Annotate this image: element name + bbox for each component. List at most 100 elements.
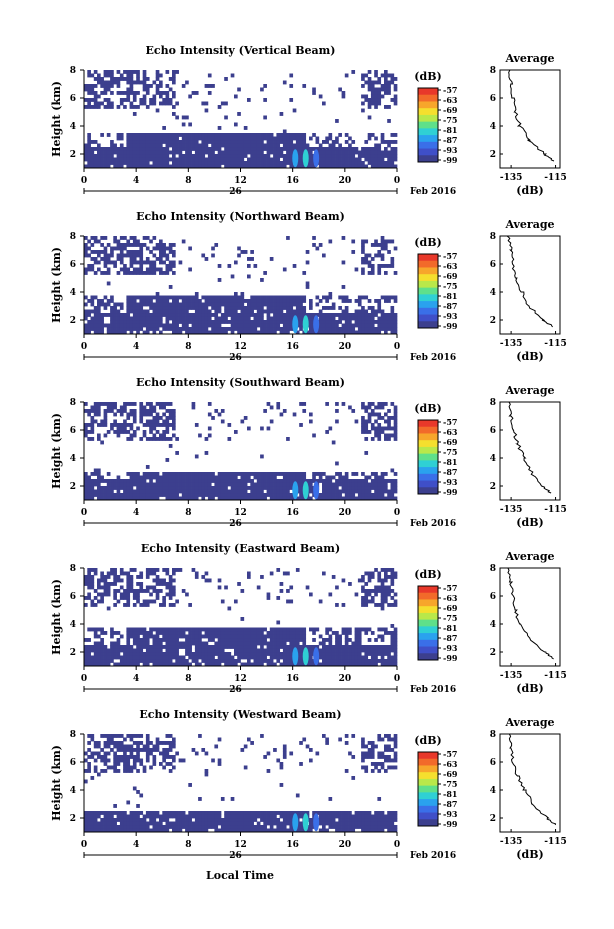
heatmap-cell [119, 655, 124, 660]
heatmap-cell [387, 419, 391, 424]
heatmap-cell [276, 482, 281, 487]
heatmap-cell [220, 327, 225, 331]
heatmap-cell [393, 150, 398, 155]
heatmap-cell [132, 758, 137, 763]
heatmap-cell [266, 306, 271, 310]
heatmap-cell [348, 645, 352, 649]
heatmap-cell [315, 302, 320, 307]
heatmap-cell [106, 592, 111, 597]
heatmap-cell [132, 164, 137, 169]
heatmap-cell [315, 147, 320, 151]
heatmap-cell [181, 316, 186, 321]
heatmap-cell [93, 479, 98, 483]
heatmap-cell [181, 641, 186, 646]
heatmap-cell [207, 84, 212, 88]
heatmap-cell [126, 596, 131, 600]
heatmap-cell [198, 143, 202, 148]
heatmap-cell [159, 101, 163, 106]
heatmap-cell [103, 313, 108, 317]
heatmap-cell [145, 486, 150, 490]
heatmap-cell [348, 299, 352, 303]
heatmap-cell [172, 243, 176, 247]
heatmap-cell [100, 659, 104, 663]
heatmap-cell [357, 486, 362, 490]
heatmap-cell [113, 652, 117, 656]
heatmap-cell [87, 437, 91, 441]
heatmap-cell [113, 260, 117, 265]
heatmap-cell [322, 140, 326, 144]
heatmap-cell [84, 316, 88, 321]
heatmap-cell [90, 776, 95, 780]
heatmap-cell [181, 295, 186, 300]
heatmap-cell [168, 634, 173, 639]
heatmap-cell [322, 306, 326, 310]
heatmap-cell [260, 299, 264, 303]
heatmap-cell [132, 91, 137, 95]
heatmap-cell [207, 147, 212, 151]
heatmap-cell [103, 323, 108, 328]
heatmap-cell [188, 648, 192, 653]
heatmap-cell [178, 143, 183, 148]
heatmap-cell [282, 486, 287, 490]
heatmap-cell [106, 330, 111, 335]
heatmap-cell [172, 299, 176, 303]
heatmap-cell [139, 631, 144, 635]
heatmap-cell [338, 472, 342, 476]
heatmap-cell [119, 260, 124, 265]
heatmap-cell [269, 662, 274, 667]
heatmap-cell [132, 327, 137, 331]
heatmap-cell [126, 582, 131, 586]
heatmap-cell [178, 260, 183, 265]
heatmap-cell [240, 645, 245, 649]
heatmap-cell [172, 568, 176, 572]
heatmap-cell [136, 828, 140, 833]
heatmap-cell [256, 133, 261, 137]
heatmap-cell [123, 405, 127, 410]
heatmap-cell [335, 489, 339, 494]
heatmap-cell [149, 634, 153, 639]
heatmap-cell [276, 295, 281, 300]
heatmap-cell [224, 299, 228, 303]
heatmap-cell [90, 818, 95, 822]
heatmap-cell [129, 496, 134, 501]
heatmap-cell [214, 659, 219, 663]
heatmap-cell [377, 648, 382, 653]
heatmap-cell [152, 295, 157, 300]
heatmap-cell [214, 409, 219, 413]
heatmap-cell [357, 493, 362, 497]
heatmap-cell [384, 243, 388, 247]
heatmap-cell [243, 634, 248, 639]
heatmap-cell [286, 323, 290, 328]
heatmap-cell [201, 157, 206, 162]
heatmap-cell [87, 828, 91, 833]
heatmap-cell [377, 299, 382, 303]
heatmap-cell [116, 828, 121, 833]
heatmap-cell [194, 136, 199, 141]
heatmap-cell [289, 299, 294, 303]
heatmap-cell [247, 157, 251, 162]
heatmap-cell [106, 486, 111, 490]
heatmap-cell [380, 634, 385, 639]
heatmap-cell [113, 568, 117, 572]
heatmap-cell [260, 327, 264, 331]
heatmap-cell [132, 568, 137, 572]
heatmap-cell [377, 627, 382, 632]
heatmap-cell [201, 641, 206, 646]
heatmap-cell [273, 631, 277, 635]
heatmap-cell [269, 327, 274, 331]
heatmap-cell [129, 271, 134, 275]
heatmap-cell [286, 655, 290, 660]
heatmap-cell [357, 641, 362, 646]
heatmap-cell [126, 662, 131, 667]
heatmap-cell [230, 631, 235, 635]
heatmap-cell [97, 585, 101, 590]
heatmap-cell [113, 246, 117, 251]
heatmap-cell [207, 133, 212, 137]
heatmap-cell [152, 821, 157, 826]
heatmap-cell [191, 133, 196, 137]
heatmap-cell [289, 486, 294, 490]
heatmap-cell [110, 426, 114, 431]
heatmap-cell [110, 157, 114, 162]
heatmap-cell [84, 489, 88, 494]
heatmap-cell [136, 164, 140, 169]
